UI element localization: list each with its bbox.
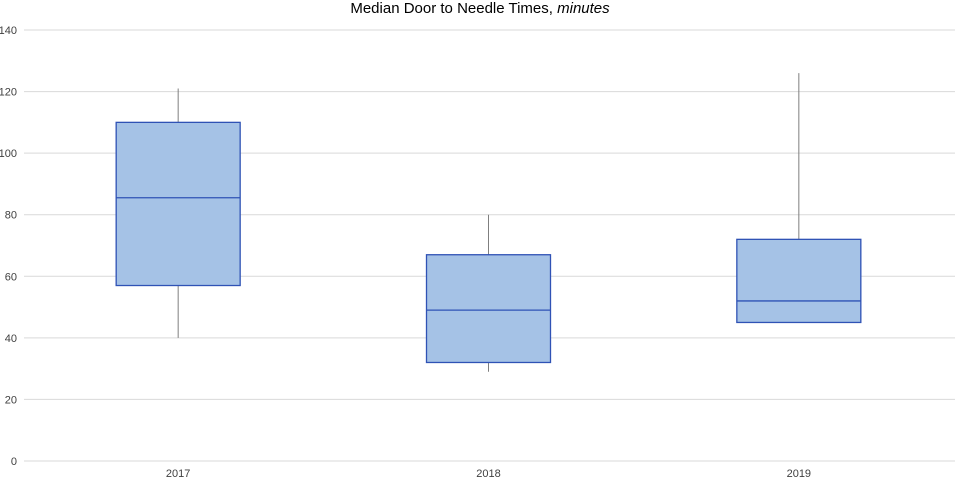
y-tick-label: 20 <box>5 394 17 406</box>
y-tick-label: 0 <box>11 456 17 468</box>
chart-title: Median Door to Needle Times, minutes <box>350 0 610 17</box>
box-2017 <box>115 88 241 338</box>
box-2018 <box>425 214 552 372</box>
interquartile-box <box>115 121 241 287</box>
x-tick-label: 2017 <box>166 468 190 479</box>
y-tick-label: 60 <box>5 271 17 283</box>
chart-title-main: Median Door to Needle Times, <box>350 0 553 17</box>
y-tick-label: 80 <box>5 210 17 222</box>
x-axis-tick-labels: 2017 2018 2019 <box>166 468 811 479</box>
y-tick-label: 140 <box>0 25 17 37</box>
x-tick-label: 2018 <box>476 468 500 479</box>
x-tick-label: 2019 <box>787 468 811 479</box>
y-tick-label: 40 <box>5 333 17 345</box>
y-tick-label: 120 <box>0 87 17 99</box>
box-2019 <box>736 73 862 324</box>
boxes <box>115 73 862 372</box>
y-tick-label: 100 <box>0 148 17 160</box>
chart-title-unit: minutes <box>557 0 610 17</box>
interquartile-box <box>736 238 862 324</box>
y-axis-tick-labels: 0 20 40 60 80 100 120 140 <box>0 25 17 468</box>
interquartile-box <box>425 254 552 364</box>
